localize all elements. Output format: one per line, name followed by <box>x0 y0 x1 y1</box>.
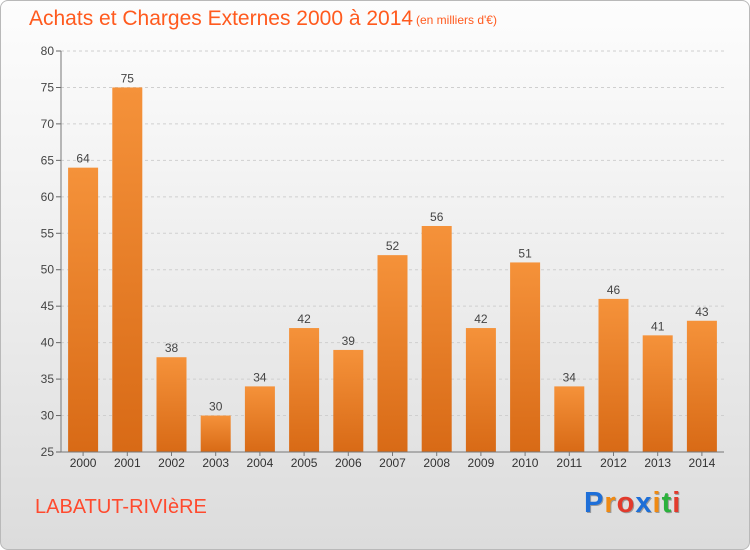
brand-letter: i <box>672 487 682 519</box>
bar-2005 <box>289 328 320 452</box>
bar-2000 <box>68 167 99 452</box>
x-tick-label-2010: 2010 <box>512 456 539 470</box>
x-tick-label-2006: 2006 <box>335 456 362 470</box>
value-label-2000: 64 <box>76 152 90 166</box>
y-tick-label: 60 <box>41 190 55 204</box>
brand-letter: o <box>616 487 636 519</box>
value-label-2005: 42 <box>297 312 311 326</box>
y-tick-label: 45 <box>41 299 55 313</box>
bar-2007 <box>377 255 408 452</box>
x-tick-label-2001: 2001 <box>114 456 141 470</box>
x-tick-label-2011: 2011 <box>556 456 582 470</box>
x-tick-label-2012: 2012 <box>600 456 627 470</box>
bar-2003 <box>200 415 231 452</box>
brand-letter: i <box>652 487 662 519</box>
value-label-2012: 46 <box>607 283 621 297</box>
value-label-2004: 34 <box>253 370 267 384</box>
bar-2008 <box>421 225 452 452</box>
bar-2014 <box>686 320 717 452</box>
bar-2013 <box>642 335 673 452</box>
proxiti-logo: Proxiti <box>584 487 681 520</box>
value-label-2006: 39 <box>342 334 356 348</box>
y-tick-label: 40 <box>41 336 55 350</box>
x-tick-label-2009: 2009 <box>468 456 495 470</box>
bar-2012 <box>598 298 629 452</box>
y-tick-label: 50 <box>41 263 55 277</box>
y-axis: 25 30 35 40 45 50 55 60 65 70 75 80 <box>41 44 62 459</box>
value-label-2007: 52 <box>386 239 400 253</box>
x-tick-label-2004: 2004 <box>247 456 274 470</box>
y-tick-label: 75 <box>41 80 55 94</box>
y-tick-label: 80 <box>41 44 55 58</box>
chart-subtitle: (en milliers d'€) <box>416 13 497 27</box>
value-label-2014: 43 <box>695 305 709 319</box>
x-tick-label-2002: 2002 <box>158 456 185 470</box>
brand-letter: x <box>635 487 653 519</box>
y-tick-label: 65 <box>41 153 55 167</box>
y-tick-label: 55 <box>41 226 55 240</box>
bar-2004 <box>244 386 275 452</box>
data-labels: 64 75 38 30 34 42 39 52 56 42 51 34 46 41 43 <box>76 71 708 413</box>
value-label-2010: 51 <box>518 246 532 260</box>
x-tick-label-2005: 2005 <box>291 456 318 470</box>
value-label-2008: 56 <box>430 210 444 224</box>
bar-2009 <box>465 328 496 452</box>
bar-2006 <box>333 349 364 452</box>
x-tick-label-2008: 2008 <box>423 456 450 470</box>
value-label-2011: 34 <box>563 370 577 384</box>
bar-2002 <box>156 357 187 452</box>
value-label-2002: 38 <box>165 341 179 355</box>
x-tick-label-2003: 2003 <box>202 456 229 470</box>
bar-2001 <box>112 87 143 453</box>
chart-title: Achats et Charges Externes 2000 à 2014 <box>29 7 414 30</box>
bar-2011 <box>554 386 585 452</box>
x-tick-label-2000: 2000 <box>70 456 97 470</box>
brand-letter: r <box>604 487 617 519</box>
bars <box>68 87 717 453</box>
y-tick-label: 70 <box>41 117 55 131</box>
y-tick-label: 35 <box>41 372 55 386</box>
value-label-2001: 75 <box>121 71 135 85</box>
value-label-2013: 41 <box>651 319 665 333</box>
x-axis: 2000 2001 2002 2003 2004 2005 2006 2007 2008 2009… <box>61 451 724 470</box>
x-tick-label-2013: 2013 <box>644 456 671 470</box>
commune-name: LABATUT-RIVIèRE <box>35 496 207 518</box>
value-label-2003: 30 <box>209 400 223 414</box>
brand-letter: t <box>661 487 673 519</box>
y-tick-label: 30 <box>41 409 55 423</box>
y-tick-label: 25 <box>41 445 55 459</box>
x-tick-label-2007: 2007 <box>379 456 406 470</box>
value-label-2009: 42 <box>474 312 488 326</box>
x-tick-label-2014: 2014 <box>689 456 716 470</box>
bar-2010 <box>510 262 541 452</box>
brand-letter: P <box>584 487 605 519</box>
